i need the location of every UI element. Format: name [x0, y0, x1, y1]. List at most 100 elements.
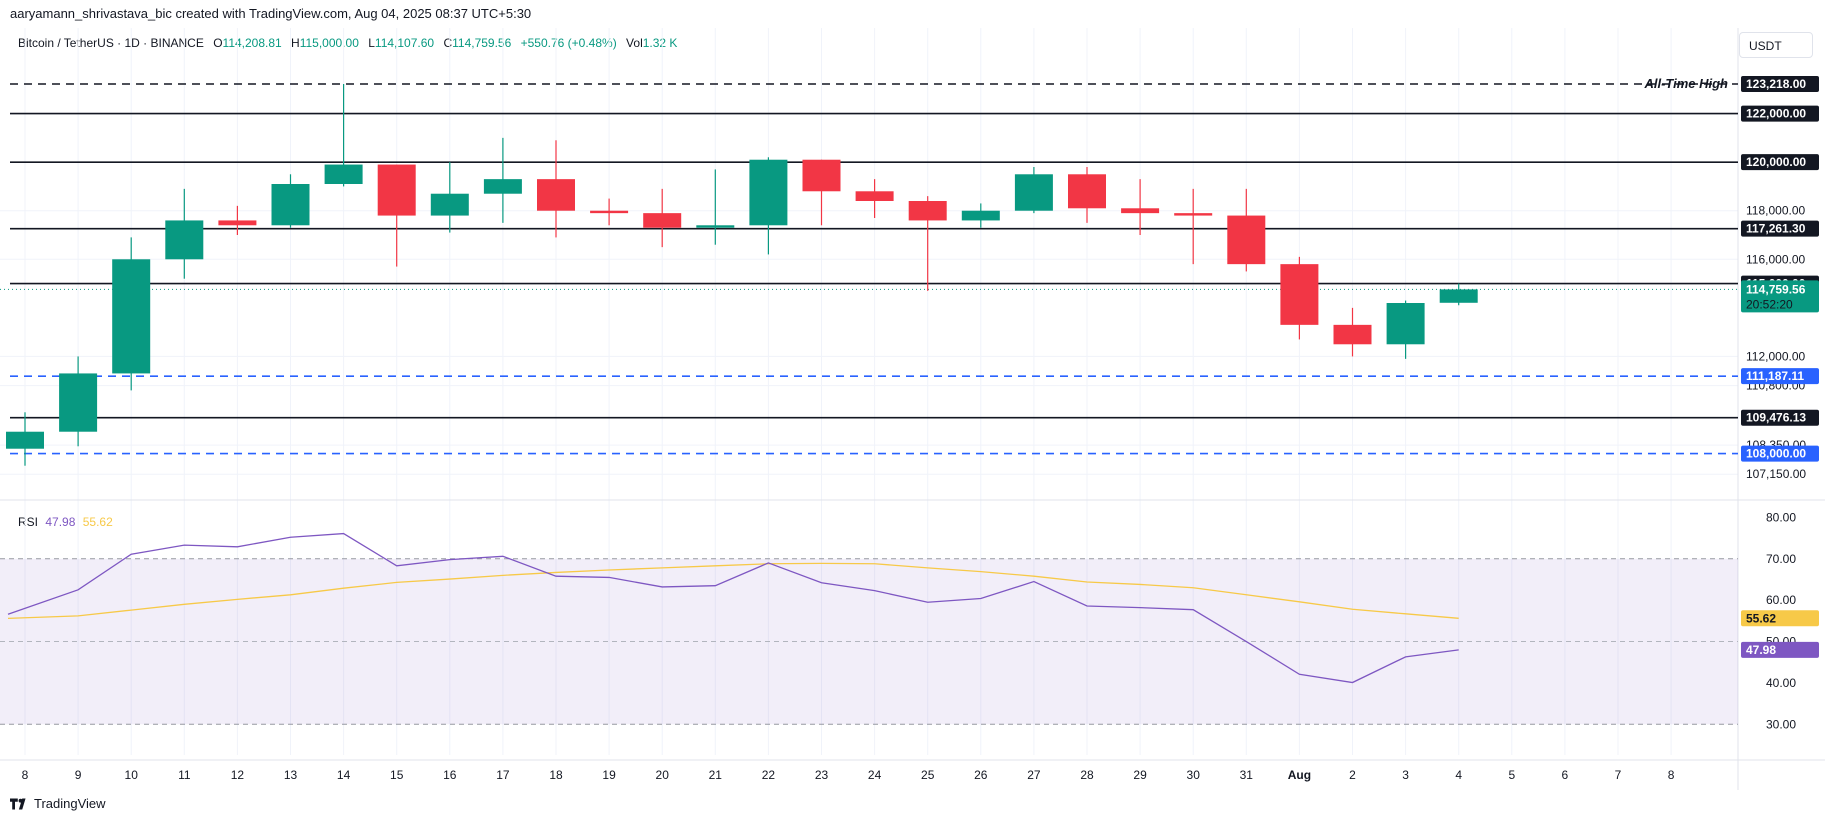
time-tick-label: 31 — [1240, 768, 1254, 782]
candle-body — [112, 259, 151, 374]
price-level-tag-bg — [1741, 105, 1819, 122]
candle-body — [1121, 208, 1160, 214]
time-tick-label: 24 — [868, 768, 882, 782]
all-time-high-annotation: All-Time High — [1643, 76, 1728, 91]
attribution-text: aaryamann_shrivastava_bic created with T… — [10, 6, 532, 21]
candle-body — [1280, 264, 1319, 325]
candle-body — [643, 213, 682, 228]
candle-body — [271, 184, 310, 226]
symbol-legend: Bitcoin / TetherUS · 1D · BINANCE O114,2… — [18, 36, 677, 50]
candle-body — [590, 210, 629, 214]
time-tick-label: 18 — [549, 768, 563, 782]
volume-label: Vol — [626, 36, 643, 50]
rsi-tag-bg — [1741, 641, 1819, 658]
price-level-tag-bg — [1741, 75, 1819, 92]
time-tick-label: 23 — [815, 768, 829, 782]
time-tick-label: 26 — [974, 768, 988, 782]
rsi-ma-value: 55.62 — [82, 515, 113, 529]
time-tick-label: 14 — [337, 768, 351, 782]
open-label: O — [213, 36, 223, 50]
price-chart[interactable]: All-Time High 118,000.00 116,000.00 112,00… — [0, 0, 1825, 790]
price-levels: All-Time High — [0, 76, 1738, 455]
candle-body — [908, 201, 947, 221]
time-tick-label: 6 — [1562, 768, 1569, 782]
time-tick-label: 20 — [656, 768, 670, 782]
price-level-tag: 109,476.13 — [1746, 411, 1806, 425]
candle-body — [537, 179, 575, 211]
time-tick-label: 9 — [75, 768, 82, 782]
price-level-tag: 117,261.30 — [1746, 222, 1806, 236]
rsi-tick-label: 30.00 — [1766, 717, 1796, 731]
low-label: L — [368, 36, 375, 50]
price-level-tag-bg — [1741, 220, 1819, 237]
candle-body — [1174, 213, 1213, 216]
price-level-tag-bg — [1741, 409, 1819, 426]
time-tick-label: 27 — [1027, 768, 1041, 782]
rsi-value: 47.98 — [45, 515, 76, 529]
time-tick-label: 25 — [921, 768, 935, 782]
time-tick-label: 21 — [709, 768, 723, 782]
rsi-tick-label: 70.00 — [1766, 552, 1796, 566]
candle-body — [1333, 324, 1372, 345]
last-price-tag: 114,759.56 — [1746, 282, 1806, 296]
time-tick-label: 13 — [284, 768, 298, 782]
high-label: H — [291, 36, 300, 50]
time-axis[interactable]: 8 9 10 11 12 13 14 15 16 17 18 19 20 21 22 23 24 25 26 27 28… — [22, 768, 1675, 782]
currency-unit-button[interactable]: USDT — [1739, 32, 1813, 58]
candle-body — [377, 164, 416, 216]
candle-body — [1386, 303, 1425, 345]
brand-name: TradingView — [34, 796, 106, 811]
time-tick-label: 11 — [178, 768, 191, 782]
candle-body — [6, 431, 44, 449]
time-tick-label: 3 — [1402, 768, 1409, 782]
rsi-legend: RSI 47.98 55.62 — [18, 515, 113, 529]
time-tick-label: 8 — [22, 768, 29, 782]
time-tick-label: 4 — [1455, 768, 1462, 782]
tradingview-logo-icon — [10, 797, 26, 810]
rsi-tag: 47.98 — [1746, 643, 1776, 657]
rsi-ma-tag-bg — [1741, 610, 1819, 627]
time-tick-label: 10 — [125, 768, 139, 782]
price-level-tag-bg — [1741, 368, 1819, 385]
time-tick-label: 19 — [602, 768, 616, 782]
time-tick-label: 30 — [1187, 768, 1201, 782]
candle-body — [1068, 174, 1106, 209]
time-tick-label: 22 — [762, 768, 776, 782]
time-tick-label: 15 — [390, 768, 404, 782]
price-level-tag-bg — [1741, 154, 1819, 171]
time-tick-label: 7 — [1615, 768, 1622, 782]
change-value: +550.76 (+0.48%) — [520, 36, 617, 50]
price-tick-label: 112,000.00 — [1746, 349, 1805, 363]
candle-body — [1014, 174, 1053, 211]
candle-body — [324, 164, 363, 184]
price-tick-label: 116,000.00 — [1746, 252, 1805, 266]
last-price-tag-bg — [1741, 280, 1819, 313]
candle-body — [696, 225, 735, 228]
rsi-name: RSI — [18, 515, 39, 529]
price-tags: 123,218.00 122,000.00 120,000.00 117,261.30… — [1741, 75, 1819, 658]
candle-body — [1227, 215, 1266, 265]
countdown-tag: 20:52:20 — [1746, 297, 1793, 311]
candle-body — [165, 220, 204, 260]
price-level-tag: 122,000.00 — [1746, 107, 1806, 121]
tradingview-brand: TradingView — [10, 796, 106, 811]
close-value: 114,759.56 — [452, 36, 512, 50]
price-tick-label: 107,150.00 — [1746, 467, 1806, 481]
price-level-tag: 120,000.00 — [1746, 155, 1806, 169]
candle-body — [855, 191, 894, 201]
time-tick-label: 28 — [1080, 768, 1094, 782]
candle-body — [59, 373, 98, 432]
candlesticks — [6, 83, 1478, 466]
price-level-tag-bg — [1741, 445, 1819, 462]
candle-body — [749, 159, 788, 226]
time-tick-label: Aug — [1288, 768, 1311, 782]
time-tick-label: 17 — [496, 768, 510, 782]
candle-body — [483, 179, 522, 194]
time-tick-label: 16 — [443, 768, 457, 782]
time-tick-label: 29 — [1133, 768, 1147, 782]
candle-body — [802, 159, 841, 192]
rsi-tick-label: 40.00 — [1766, 676, 1796, 690]
price-level-tag: 123,218.00 — [1746, 77, 1806, 91]
rsi-pane — [0, 532, 1738, 725]
time-tick-label: 2 — [1349, 768, 1356, 782]
